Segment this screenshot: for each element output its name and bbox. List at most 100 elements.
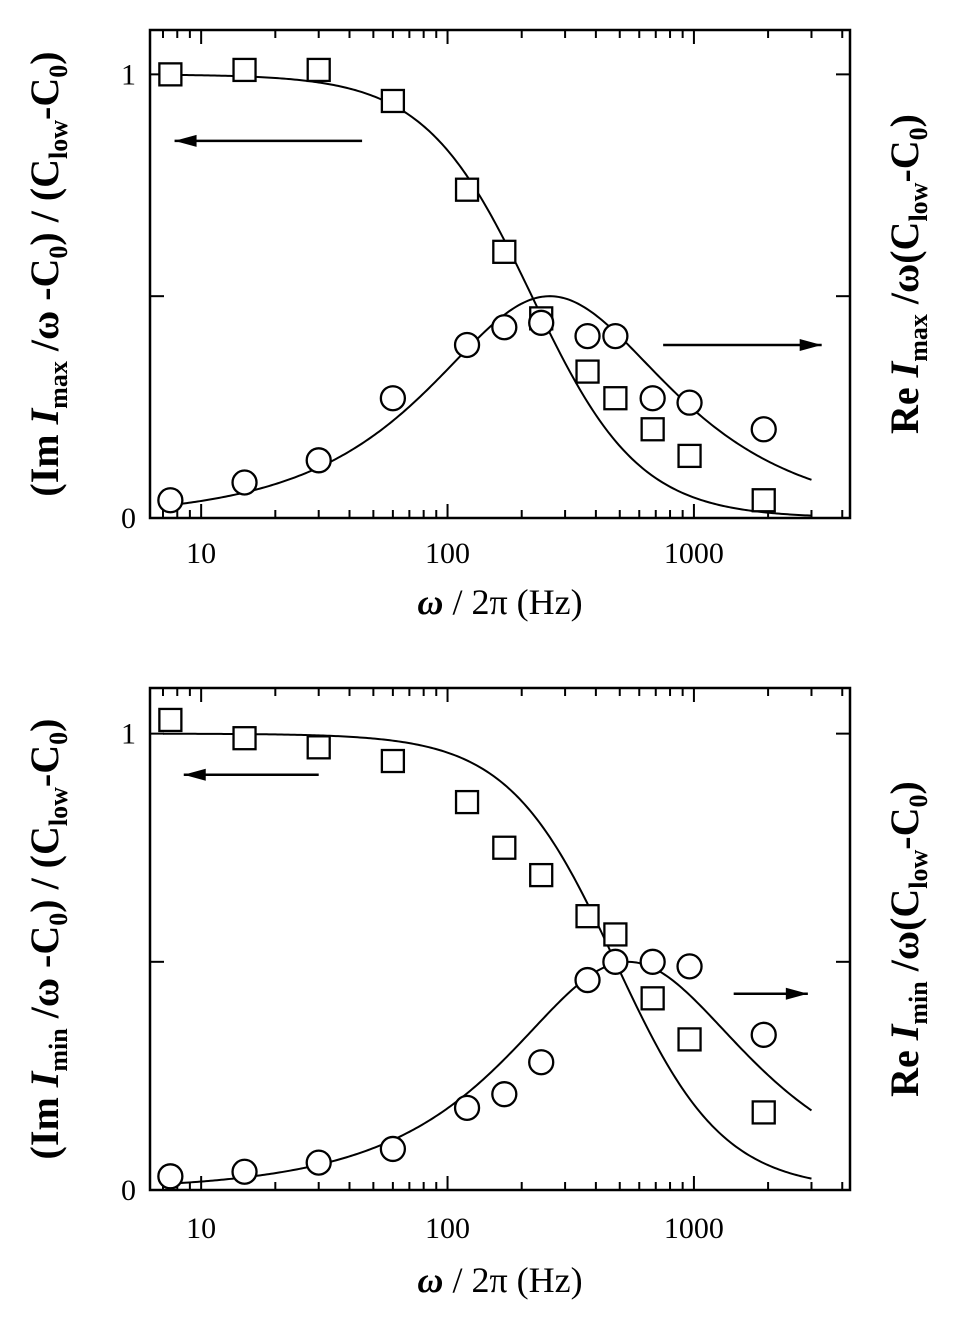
data-point-square [492, 835, 517, 860]
arrow-right-head [799, 338, 822, 351]
data-point-circle [639, 948, 666, 975]
data-point-square [751, 1100, 776, 1125]
im-fit-curve [162, 73, 812, 517]
data-point-square [306, 57, 331, 83]
data-point-square [751, 488, 776, 513]
data-point-circle [305, 447, 332, 474]
data-point-circle [453, 1094, 481, 1122]
data-point-circle [750, 1021, 777, 1048]
x-tick-label: 100 [425, 537, 470, 570]
x-axis-label: ω / 2π (Hz) [417, 1260, 582, 1300]
y-axis-label-right: Re Imin /ω(Clow-C0) [882, 781, 933, 1097]
y-axis-label-left-sub: 0 [44, 732, 73, 745]
data-point-circle [157, 487, 184, 514]
x-axis-label-rest: / 2π (Hz) [443, 1260, 582, 1300]
x-tick-label: 100 [425, 1212, 470, 1245]
data-point-circle [602, 322, 629, 350]
im-fit-curve [162, 732, 812, 1180]
y-axis-label-right-sub: 0 [904, 127, 933, 140]
y-tick-label: 0 [121, 502, 136, 535]
arrow-right-head [785, 987, 808, 1000]
re-fit-curve [162, 295, 812, 508]
x-tick-label: 10 [186, 1212, 216, 1245]
data-point-square [158, 62, 183, 87]
data-point-circle [379, 1135, 407, 1163]
y-axis-label-right-lead: Re [882, 377, 927, 434]
data-point-square [380, 88, 406, 114]
x-tick-label: 1000 [664, 537, 724, 570]
y-axis-label-left-tail: ) [22, 51, 67, 64]
x-axis-label: ω / 2π (Hz) [417, 582, 582, 622]
plot-frame [148, 28, 852, 520]
y-axis-label-left-mid: ) / (C [22, 826, 67, 913]
y-tick-label: 0 [121, 1174, 136, 1207]
data-point-circle [676, 953, 703, 980]
y-axis-label-left-lead: (Im [22, 1087, 67, 1159]
y-axis-label-left: (Im Imax /ω -C0) / (Clow-C0) [22, 51, 73, 496]
y-axis-label-left-mid: /ω -C [22, 259, 67, 362]
y-axis-label-left-mid: -C [22, 745, 67, 787]
y-tick-label: 1 [121, 58, 136, 91]
y-axis-label-left-sub: min [44, 1028, 73, 1072]
y-axis-label-right-tail: ) [882, 781, 927, 794]
data-point-square [380, 748, 406, 774]
data-point-circle [528, 1049, 555, 1076]
data-point-circle [491, 1081, 518, 1108]
y-axis-label-right-sub: max [904, 314, 933, 362]
x-tick-label: 10 [186, 537, 216, 570]
data-point-square [306, 735, 331, 760]
plot-frame [148, 686, 852, 1192]
x-axis-label-omega: ω [417, 582, 443, 622]
y-axis-label-right-mid: /ω(C [882, 222, 927, 315]
data-point-square [640, 417, 665, 442]
data-point-circle [574, 966, 601, 994]
data-point-square [603, 386, 628, 411]
y-axis-label-left: (Im Imin /ω -C0) / (Clow-C0) [22, 719, 73, 1160]
arrow-left-head [174, 134, 197, 147]
y-axis-label-left-mid: -C [22, 78, 67, 120]
y-axis-label-left-I: I [22, 407, 67, 425]
data-point-circle [676, 389, 703, 416]
y-axis-label-left-lead: (Im [22, 424, 67, 496]
data-point-square [529, 862, 554, 888]
y-axis-label-right-I: I [882, 1023, 927, 1041]
y-axis-label-left-sub: low [44, 120, 73, 159]
y-axis-label-right-tail: ) [882, 114, 927, 127]
data-point-circle [639, 385, 666, 412]
y-axis-label-left-tail: ) [22, 719, 67, 732]
data-point-square [454, 789, 480, 815]
y-axis-label-right-mid: /ω(C [882, 889, 927, 982]
arrow-left-head [183, 768, 206, 781]
data-point-circle [750, 416, 777, 443]
data-point-square [575, 904, 600, 929]
data-point-square [575, 359, 600, 384]
data-point-circle [157, 1163, 184, 1190]
data-point-square [603, 922, 628, 947]
data-point-square [640, 986, 665, 1011]
data-point-circle [231, 469, 258, 496]
y-axis-label-left-sub: 0 [44, 65, 73, 78]
data-point-square [492, 239, 517, 264]
data-point-circle [602, 948, 629, 975]
y-axis-label-right-mid: -C [882, 140, 927, 182]
y-axis-label-left-mid: ) / (C [22, 159, 67, 246]
data-point-square [158, 707, 183, 733]
data-point-circle [528, 309, 555, 336]
data-point-circle [453, 331, 481, 359]
y-axis-label-left-sub: 0 [44, 246, 73, 259]
x-axis-label-omega: ω [417, 1260, 443, 1300]
data-point-square [232, 57, 257, 83]
y-axis-label-right-sub: 0 [904, 794, 933, 807]
re-fit-curve [162, 960, 813, 1186]
data-point-square [454, 177, 480, 202]
y-axis-label-right-sub: min [904, 981, 933, 1025]
y-axis-label-left-I: I [22, 1070, 67, 1088]
x-tick-label: 1000 [664, 1212, 724, 1245]
y-axis-label-left-sub: max [44, 361, 73, 409]
y-axis-label-left-sub: low [44, 787, 73, 826]
x-axis-label-rest: / 2π (Hz) [443, 582, 582, 622]
data-point-circle [574, 322, 601, 350]
y-axis-label-right-lead: Re [882, 1040, 927, 1097]
